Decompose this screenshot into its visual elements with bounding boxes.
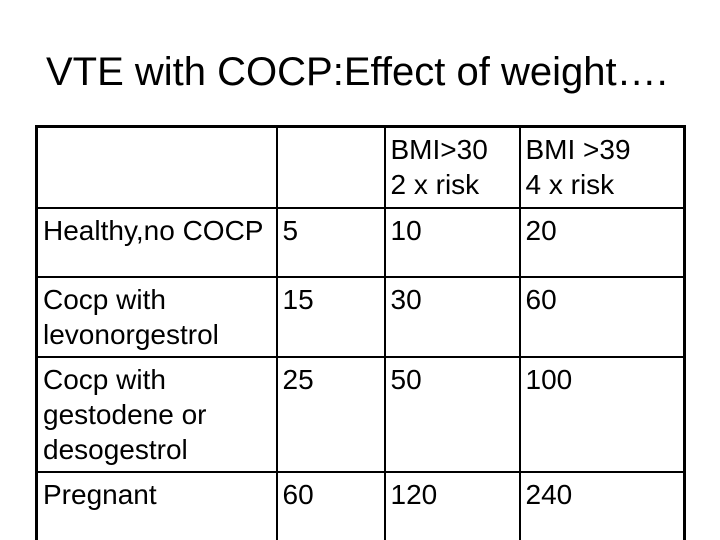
value-cell-pregnant-baseline: 60 [275, 470, 386, 540]
header-cell-empty-baseline [275, 125, 386, 209]
table-row-pregnant: Pregnant 60 120 240 [35, 470, 686, 540]
value-cell-healthy-bmi30: 10 [383, 206, 521, 278]
slide-title: VTE with COCP:Effect of weight…. [46, 49, 668, 94]
table-row-cocp-gestodene-desogestrol: Cocp with gestodene or desogestrol 25 50… [35, 355, 686, 473]
value-cell-healthy-baseline: 5 [275, 206, 386, 278]
value-cell-healthy-bmi39: 20 [518, 206, 686, 278]
header-cell-empty-category [35, 125, 278, 209]
value-cell-pregnant-bmi39: 240 [518, 470, 686, 540]
value-cell-gesto-bmi30: 50 [383, 355, 521, 473]
vte-risk-table: BMI>30 2 x risk BMI >39 4 x risk Healthy… [35, 125, 686, 540]
row-label-cocp-gestodene-desogestrol: Cocp with gestodene or desogestrol [35, 355, 278, 473]
value-cell-levo-bmi39: 60 [518, 275, 686, 358]
header-cell-bmi-over-39: BMI >39 4 x risk [518, 125, 686, 209]
value-cell-gesto-bmi39: 100 [518, 355, 686, 473]
table-row-healthy-no-cocp: Healthy,no COCP 5 10 20 [35, 206, 686, 278]
row-label-cocp-levonorgestrol: Cocp with levonorgestrol [35, 275, 278, 358]
row-label-healthy-no-cocp: Healthy,no COCP [35, 206, 278, 278]
table-row-cocp-levonorgestrol: Cocp with levonorgestrol 15 30 60 [35, 275, 686, 358]
value-cell-gesto-baseline: 25 [275, 355, 386, 473]
value-cell-levo-bmi30: 30 [383, 275, 521, 358]
row-label-pregnant: Pregnant [35, 470, 278, 540]
header-cell-bmi-over-30: BMI>30 2 x risk [383, 125, 521, 209]
value-cell-levo-baseline: 15 [275, 275, 386, 358]
value-cell-pregnant-bmi30: 120 [383, 470, 521, 540]
table-row-header: BMI>30 2 x risk BMI >39 4 x risk [35, 125, 686, 209]
